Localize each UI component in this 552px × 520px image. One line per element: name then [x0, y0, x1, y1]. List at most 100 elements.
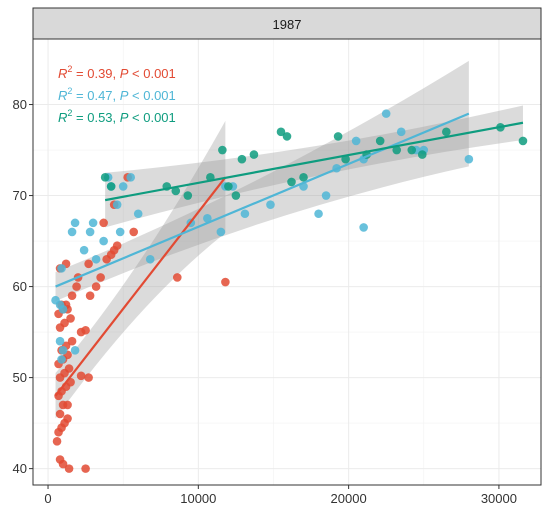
grid: [33, 39, 541, 485]
data-point: [407, 145, 417, 155]
data-point: [60, 318, 69, 328]
data-point: [81, 464, 90, 473]
data-point: [249, 150, 259, 159]
x-tick-label: 10000: [180, 491, 216, 506]
data-point: [218, 145, 227, 155]
y-axis: 40 50 60 70 80: [13, 97, 33, 476]
data-point: [88, 218, 98, 228]
data-point: [63, 414, 72, 423]
x-tick-label: 0: [44, 491, 51, 506]
data-point: [266, 200, 275, 209]
stat-annotations: R2 = 0.39, P < 0.001 R2 = 0.47, P < 0.001…: [58, 64, 176, 125]
data-point: [70, 218, 80, 228]
x-tick-label: 20000: [331, 491, 367, 506]
data-point: [64, 364, 74, 373]
data-point: [381, 109, 391, 118]
data-point: [72, 282, 81, 291]
data-point: [96, 273, 105, 282]
data-point: [240, 209, 250, 219]
data-point: [85, 291, 95, 300]
data-point: [396, 127, 406, 137]
panel-strip: [32, 7, 542, 40]
data-point: [70, 345, 80, 355]
data-point: [237, 154, 247, 164]
data-point: [216, 227, 226, 237]
data-point: [99, 218, 108, 228]
data-point: [84, 259, 93, 269]
data-point: [67, 336, 77, 346]
data-point: [133, 209, 143, 219]
x-axis: 0 10000 20000 30000: [44, 485, 517, 506]
data-point: [299, 173, 308, 182]
stat-annotation: R2 = 0.47, P < 0.001: [58, 86, 176, 103]
y-tick-label: 60: [13, 279, 27, 294]
data-point: [221, 277, 230, 287]
data-point: [76, 371, 86, 381]
data-point: [112, 241, 122, 250]
data-point: [91, 282, 101, 291]
plot-panel: [33, 39, 541, 485]
data-point: [171, 186, 181, 196]
stat-annotation: R2 = 0.39, P < 0.001: [58, 64, 176, 81]
x-tick-label: 30000: [481, 491, 517, 506]
y-tick-label: 50: [13, 370, 27, 385]
y-tick-label: 80: [13, 97, 27, 112]
data-point: [64, 464, 74, 473]
data-point: [417, 150, 427, 159]
data-point: [55, 336, 65, 346]
data-point: [276, 127, 286, 137]
data-point: [282, 132, 292, 141]
data-point: [442, 127, 451, 137]
data-point: [57, 355, 66, 364]
data-point: [359, 223, 368, 232]
data-point: [84, 373, 93, 382]
data-point: [52, 437, 62, 446]
data-point: [106, 182, 116, 191]
data-point: [183, 191, 193, 200]
confidence-band: [55, 120, 226, 419]
data-point: [375, 136, 385, 146]
data-point: [351, 136, 361, 146]
data-point: [67, 291, 77, 300]
data-point: [58, 345, 68, 355]
data-point: [91, 254, 101, 264]
data-point: [464, 154, 474, 164]
data-point: [314, 209, 323, 219]
data-point: [58, 459, 68, 469]
fit-line: [55, 112, 470, 288]
data-point: [126, 173, 135, 182]
data-point: [112, 200, 122, 209]
confidence-band: [55, 60, 469, 302]
data-point: [333, 132, 343, 141]
plot-panel-border: [32, 38, 542, 486]
data-point: [287, 177, 296, 187]
data-point: [55, 409, 65, 419]
data-point: [321, 191, 331, 200]
stat-annotation: R2 = 0.53, P < 0.001: [58, 108, 176, 125]
data-point: [224, 182, 233, 191]
y-tick-label: 70: [13, 188, 27, 203]
data-point: [57, 264, 66, 273]
data-point: [203, 214, 212, 223]
data-point: [129, 227, 138, 237]
data-point: [99, 236, 108, 246]
data-point: [79, 245, 89, 255]
data-point: [66, 314, 75, 323]
data-point: [81, 325, 90, 335]
panel-title: 1987: [273, 17, 302, 32]
data-point: [392, 145, 402, 155]
data-point: [67, 227, 77, 237]
data-point: [58, 305, 68, 314]
data-point: [231, 191, 241, 200]
fit-line: [54, 176, 227, 397]
fit-lines: [54, 112, 524, 397]
fit-line: [104, 121, 524, 202]
y-tick-label: 40: [13, 461, 27, 476]
data-point: [172, 273, 182, 282]
data-point: [100, 173, 110, 182]
data-point: [85, 227, 95, 237]
data-point: [115, 227, 125, 237]
data-points: [51, 109, 528, 473]
data-point: [145, 254, 155, 264]
